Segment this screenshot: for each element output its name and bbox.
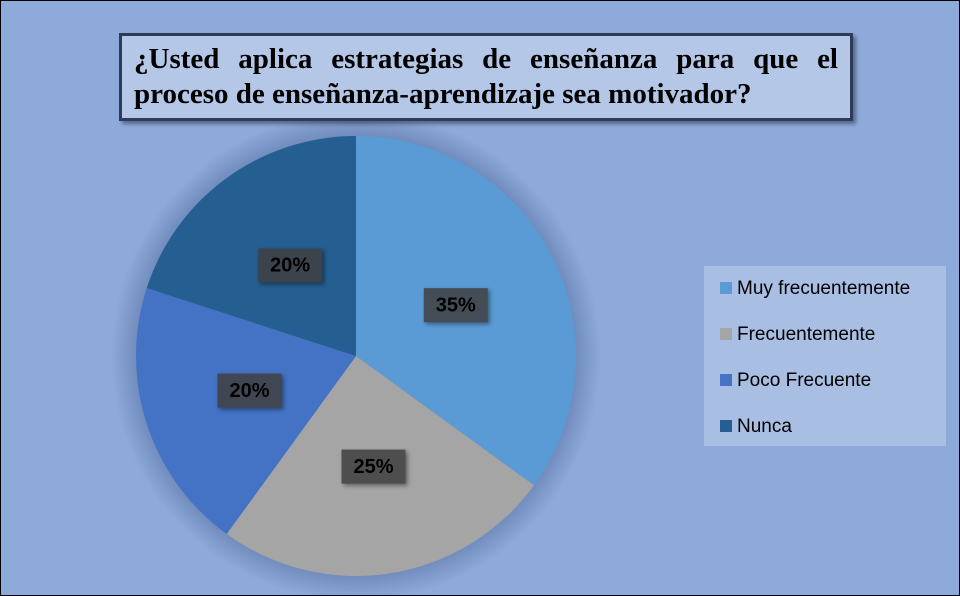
legend-swatch [720, 328, 732, 340]
value-label: 20% [270, 255, 310, 277]
value-label: 20% [229, 380, 269, 402]
legend-label: Muy frecuentemente [737, 278, 910, 299]
legend-label: Poco Frecuente [737, 370, 871, 391]
value-label: 35% [436, 294, 476, 316]
value-label-box [423, 288, 488, 323]
legend-label: Nunca [737, 416, 792, 437]
legend-label: Frecuentemente [737, 324, 875, 345]
pie-slice [136, 288, 356, 534]
legend-swatch [720, 374, 732, 386]
value-label-box [341, 449, 406, 484]
value-label: 25% [354, 456, 394, 478]
value-label-box [258, 248, 323, 283]
value-label-box [217, 373, 282, 408]
pie-slice [146, 136, 356, 356]
legend-box [704, 266, 946, 446]
legend-swatch [720, 282, 732, 294]
legend-swatch [720, 420, 732, 432]
chart-title: ¿Usted aplica estrategias de enseñanza p… [119, 33, 853, 121]
